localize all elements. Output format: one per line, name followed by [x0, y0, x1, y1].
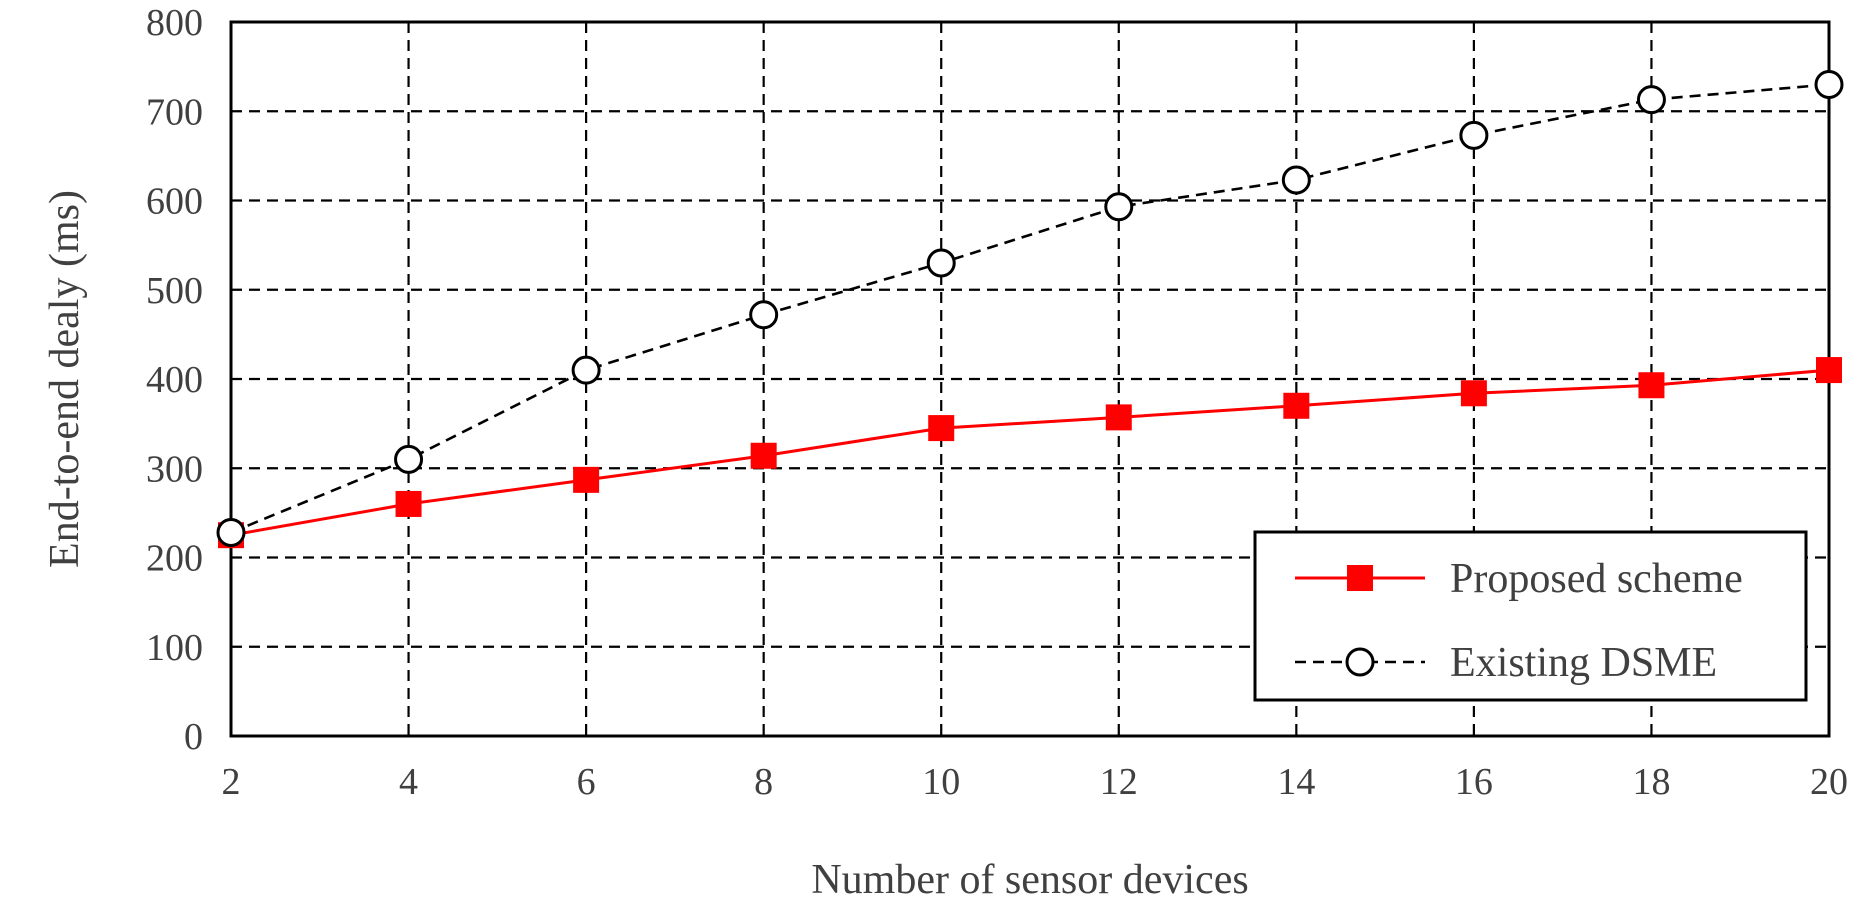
data-point: [1638, 372, 1665, 399]
x-axis-label: Number of sensor devices: [811, 857, 1248, 900]
data-point: [928, 415, 955, 442]
y-tick-label: 300: [146, 448, 203, 490]
data-point: [395, 490, 422, 517]
data-point: [1816, 357, 1842, 384]
y-tick-label: 500: [146, 270, 203, 312]
legend-box: [1253, 530, 1808, 702]
legend-swatch-marker: [1345, 647, 1375, 677]
data-point: [1636, 85, 1666, 115]
series-line: [230, 368, 1830, 537]
y-tick-label: 0: [184, 716, 203, 758]
x-tick-label: 16: [1455, 761, 1493, 803]
data-point: [571, 355, 601, 385]
grid: [231, 22, 1829, 736]
x-tick-label: 10: [922, 761, 960, 803]
legend-swatch-marker: [1347, 565, 1373, 591]
data-point: [1283, 392, 1310, 419]
y-tick-labels: 0 100 200 300 400 500 600 700 800: [146, 2, 203, 758]
x-tick-label: 4: [399, 761, 418, 803]
y-tick-label: 700: [146, 91, 203, 133]
data-point: [394, 444, 424, 474]
y-axis-label: End-to-end dealy (ms): [42, 190, 88, 568]
data-point: [1104, 192, 1134, 222]
series-1: [218, 357, 1842, 549]
data-point: [1814, 69, 1844, 99]
data-point: [1281, 165, 1311, 195]
data-point: [1460, 380, 1487, 407]
y-tick-label: 600: [146, 181, 203, 223]
y-tick-label: 100: [146, 627, 203, 669]
x-tick-label: 18: [1632, 761, 1670, 803]
x-tick-label: 8: [754, 761, 773, 803]
x-tick-label: 6: [577, 761, 596, 803]
data-point: [750, 442, 777, 469]
x-tick-label: 20: [1810, 761, 1848, 803]
data-point: [1459, 120, 1489, 150]
data-point: [1105, 404, 1132, 431]
data-point: [573, 466, 600, 493]
legend-label: Proposed scheme: [1450, 556, 1743, 602]
series-2: [216, 69, 1844, 548]
data-point: [749, 300, 779, 330]
x-tick-label: 14: [1277, 761, 1315, 803]
legend-item: Proposed scheme: [1295, 556, 1743, 602]
series-line: [230, 83, 1830, 534]
legend-item: Existing DSME: [1295, 640, 1717, 686]
y-tick-label: 800: [146, 2, 203, 44]
series-layer: [216, 69, 1844, 549]
data-point: [216, 518, 246, 548]
x-tick-labels: 2 4 6 8 10 12 14 16 18 20: [222, 761, 1849, 803]
x-tick-label: 2: [222, 761, 241, 803]
legend-label: Existing DSME: [1450, 640, 1717, 686]
legend-items: Proposed scheme Existing DSME: [1295, 556, 1743, 686]
y-tick-label: 400: [146, 359, 203, 401]
legend: Proposed scheme Existing DSME: [1253, 530, 1808, 702]
data-point: [926, 248, 956, 278]
y-tick-label: 200: [146, 538, 203, 580]
x-tick-label: 12: [1100, 761, 1138, 803]
